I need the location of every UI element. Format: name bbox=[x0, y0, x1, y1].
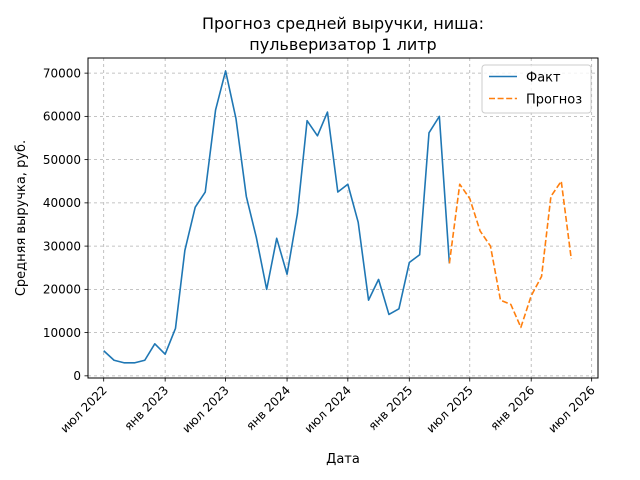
series-line-fact bbox=[103, 70, 451, 364]
chart-title-line-2: пульверизатор 1 литр bbox=[249, 35, 436, 54]
y-axis-label: Средняя выручка, руб. bbox=[14, 140, 29, 296]
series-lines bbox=[103, 70, 573, 364]
y-tick-label: 0 bbox=[73, 369, 81, 383]
y-tick-label: 30000 bbox=[43, 239, 81, 253]
legend-label-forecast: Прогноз bbox=[526, 93, 582, 108]
series-line-forecast bbox=[448, 180, 573, 329]
y-tick-label: 70000 bbox=[43, 66, 81, 80]
y-tick-label: 40000 bbox=[43, 196, 81, 210]
grid bbox=[88, 58, 598, 378]
y-tick-label: 20000 bbox=[43, 283, 81, 297]
y-tick-label: 60000 bbox=[43, 110, 81, 124]
legend: Факт Прогноз bbox=[481, 64, 592, 114]
y-tick-label: 10000 bbox=[43, 326, 81, 340]
x-axis-label: Дата bbox=[326, 452, 360, 467]
legend-label-fact: Факт bbox=[526, 71, 561, 86]
y-tick-label: 50000 bbox=[43, 153, 81, 167]
plot-frame bbox=[87, 57, 599, 379]
chart-title-line-1: Прогноз средней выручки, ниша: bbox=[202, 14, 484, 33]
